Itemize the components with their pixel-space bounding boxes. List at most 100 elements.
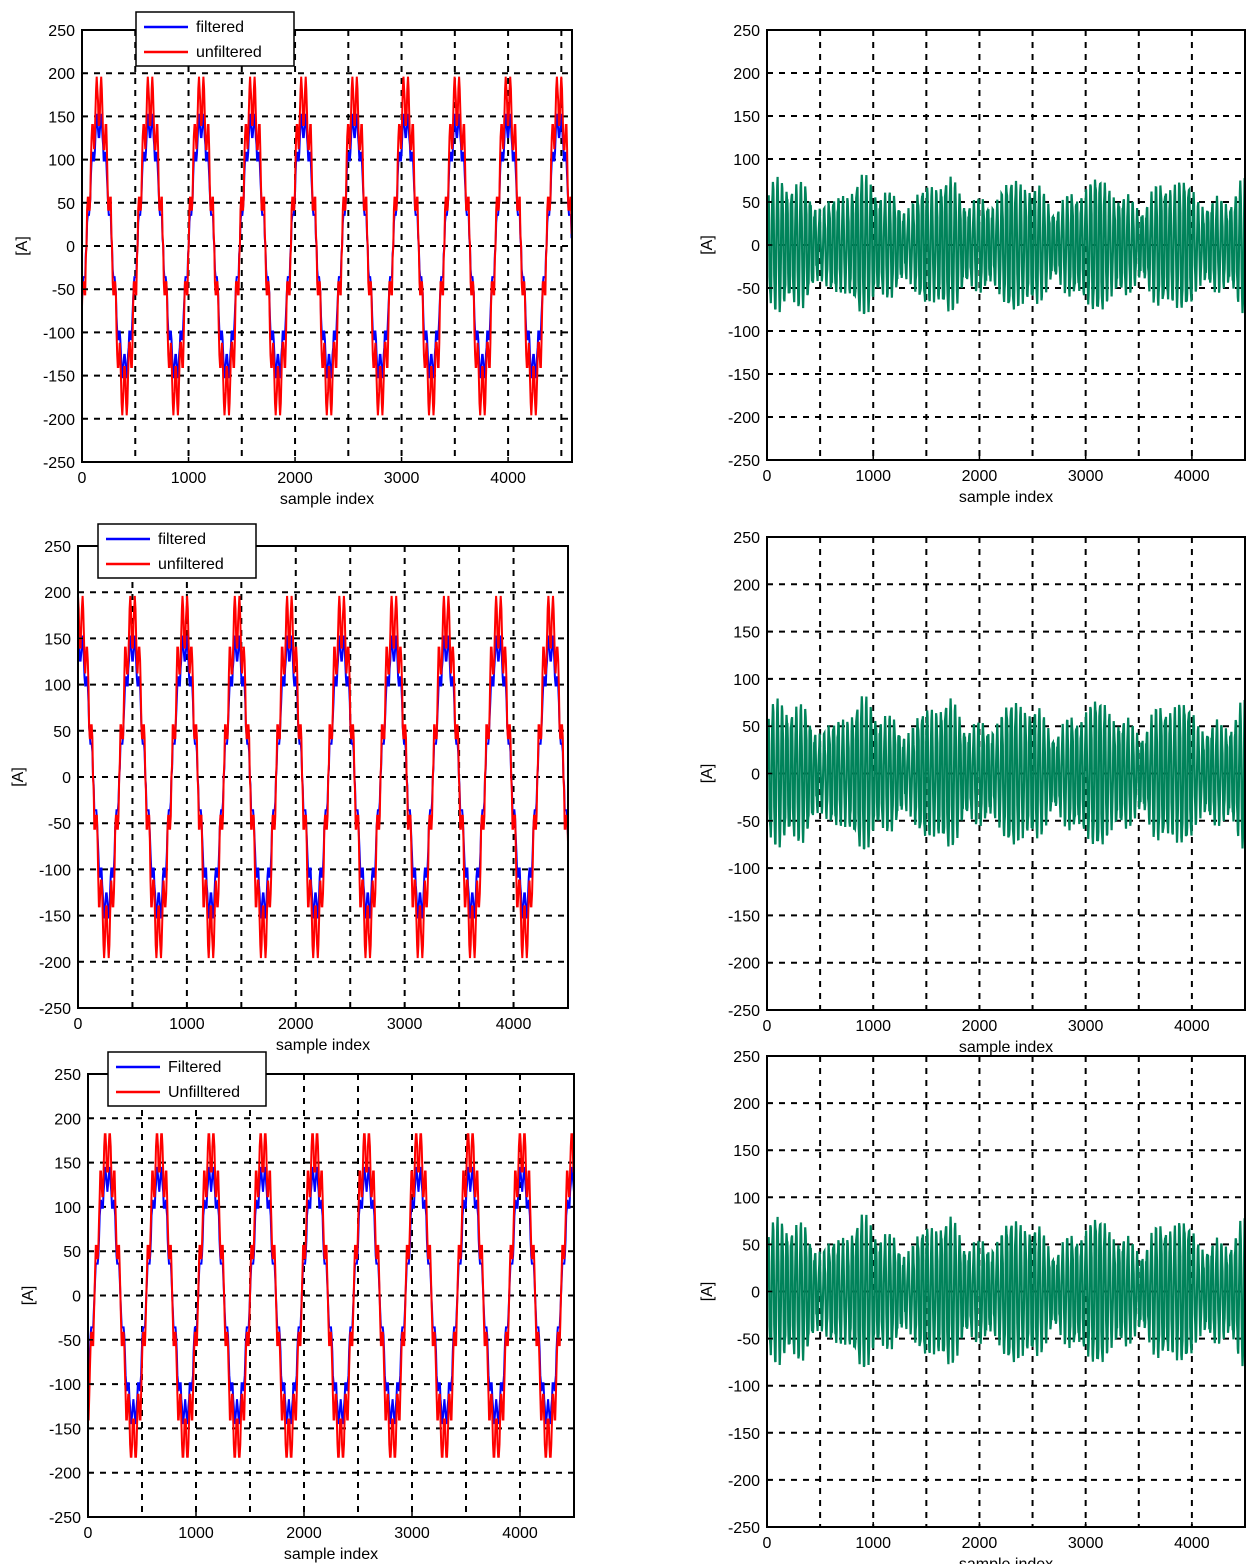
y-tick-label: 0 (751, 767, 760, 784)
y-tick-label: 50 (742, 195, 760, 212)
x-tick-label: 0 (763, 1535, 772, 1552)
y-axis-label: [A] (699, 1282, 716, 1302)
legend: Filtered Unfilltered (107, 1051, 267, 1107)
x-tick-label: 1000 (169, 1016, 205, 1033)
legend-entry-label: unfiltered (196, 44, 262, 61)
y-tick-label: 50 (57, 196, 75, 213)
y-axis-label: [A] (14, 236, 31, 256)
y-tick-label: 100 (733, 152, 760, 169)
x-tick-label: 4000 (1174, 1018, 1210, 1035)
y-tick-label: -100 (728, 324, 760, 341)
chart-panel-middle-left: -250 -200 -150 -100 -50 0 50 100 150 200 250 0 1000 2… (0, 520, 600, 1054)
y-axis-label: [A] (699, 764, 716, 784)
y-tick-label: 200 (54, 1111, 81, 1128)
legend-entry-label: filtered (158, 531, 206, 548)
x-tick-label: 3000 (1068, 1535, 1104, 1552)
legend-entry-label: filtered (196, 19, 244, 36)
y-tick-label: 150 (44, 631, 71, 648)
y-tick-label: -250 (49, 1510, 81, 1527)
y-axis-label: [A] (20, 1286, 37, 1306)
y-tick-label: 50 (63, 1244, 81, 1261)
y-tick-label: 250 (733, 530, 760, 547)
x-tick-label: 0 (78, 470, 87, 487)
x-axis-label: sample index (959, 489, 1053, 506)
y-axis-label: [A] (10, 767, 27, 787)
x-tick-label: 4000 (1174, 1535, 1210, 1552)
y-tick-label: 250 (54, 1067, 81, 1084)
y-tick-label: -250 (728, 1520, 760, 1537)
x-tick-label: 0 (763, 1018, 772, 1035)
x-tick-label: 1000 (178, 1525, 214, 1542)
x-axis-label: sample index (280, 491, 374, 508)
y-tick-label: -200 (728, 1473, 760, 1490)
y-tick-label: -100 (49, 1377, 81, 1394)
x-tick-label: 3000 (394, 1525, 430, 1542)
x-tick-label: 4000 (1174, 468, 1210, 485)
series-line-ripple (767, 1214, 1245, 1368)
x-axis-label: sample index (959, 1039, 1053, 1056)
y-tick-label: 150 (733, 1143, 760, 1160)
y-tick-label: -200 (49, 1466, 81, 1483)
legend: filtered unfiltered (135, 11, 295, 67)
x-tick-label: 4000 (502, 1525, 538, 1542)
y-tick-label: -250 (728, 1003, 760, 1020)
series-line-unfilltered (88, 1133, 574, 1458)
y-tick-label: 200 (733, 1096, 760, 1113)
y-tick-label: -50 (48, 816, 71, 833)
y-tick-label: -200 (728, 410, 760, 427)
chart-panel-middle-right: -250 -200 -150 -100 -50 0 50 100 150 200 250 0 1000 2… (690, 520, 1260, 1056)
x-tick-label: 1000 (855, 1018, 891, 1035)
x-tick-label: 0 (74, 1016, 83, 1033)
y-tick-label: -150 (728, 908, 760, 925)
y-tick-label: 200 (733, 66, 760, 83)
y-tick-label: 0 (62, 770, 71, 787)
legend-entry-label: unfiltered (158, 556, 224, 573)
y-tick-label: 150 (48, 109, 75, 126)
x-tick-label: 2000 (286, 1525, 322, 1542)
x-tick-label: 1000 (855, 1535, 891, 1552)
x-tick-label: 2000 (962, 1018, 998, 1035)
legend-entry-label: Filtered (168, 1059, 221, 1076)
x-tick-label: 1000 (855, 468, 891, 485)
x-tick-label: 4000 (490, 470, 526, 487)
chart-panel-top-right: -250 -200 -150 -100 -50 0 50 100 150 200 250 0 1000 2… (690, 0, 1260, 512)
y-tick-label: 200 (44, 585, 71, 602)
x-tick-label: 2000 (278, 1016, 314, 1033)
series-line-unfiltered (78, 595, 568, 959)
y-tick-label: -100 (728, 1379, 760, 1396)
x-tick-label: 0 (763, 468, 772, 485)
y-tick-label: 0 (751, 1285, 760, 1302)
y-tick-label: -100 (728, 861, 760, 878)
y-tick-label: 200 (48, 66, 75, 83)
y-tick-label: 100 (48, 153, 75, 170)
y-tick-label: 100 (733, 1190, 760, 1207)
y-tick-label: -150 (728, 367, 760, 384)
y-tick-label: 200 (733, 577, 760, 594)
x-axis-label: sample index (276, 1037, 370, 1054)
y-tick-label: 0 (66, 239, 75, 256)
y-tick-label: 150 (733, 625, 760, 642)
y-tick-label: 100 (44, 678, 71, 695)
chart-panel-bottom-left: -250 -200 -150 -100 -50 0 50 100 150 200 250 0 1000 2… (0, 1050, 600, 1564)
x-tick-label: 2000 (962, 468, 998, 485)
y-tick-label: 50 (742, 719, 760, 736)
y-tick-label: -200 (39, 955, 71, 972)
y-tick-label: -250 (728, 453, 760, 470)
y-tick-label: 50 (742, 1237, 760, 1254)
y-tick-label: 50 (53, 724, 71, 741)
y-tick-label: 150 (733, 109, 760, 126)
y-tick-label: 250 (48, 23, 75, 40)
y-tick-label: -50 (737, 281, 760, 298)
y-tick-label: 250 (733, 1049, 760, 1066)
legend-entry-label: Unfilltered (168, 1084, 240, 1101)
y-tick-label: -50 (52, 282, 75, 299)
y-tick-label: 0 (72, 1289, 81, 1306)
x-tick-label: 3000 (1068, 468, 1104, 485)
x-axis-label: sample index (284, 1546, 378, 1563)
x-tick-label: 3000 (387, 1016, 423, 1033)
y-tick-label: -100 (39, 862, 71, 879)
y-tick-label: -150 (39, 909, 71, 926)
x-tick-label: 1000 (171, 470, 207, 487)
y-tick-label: -100 (43, 325, 75, 342)
